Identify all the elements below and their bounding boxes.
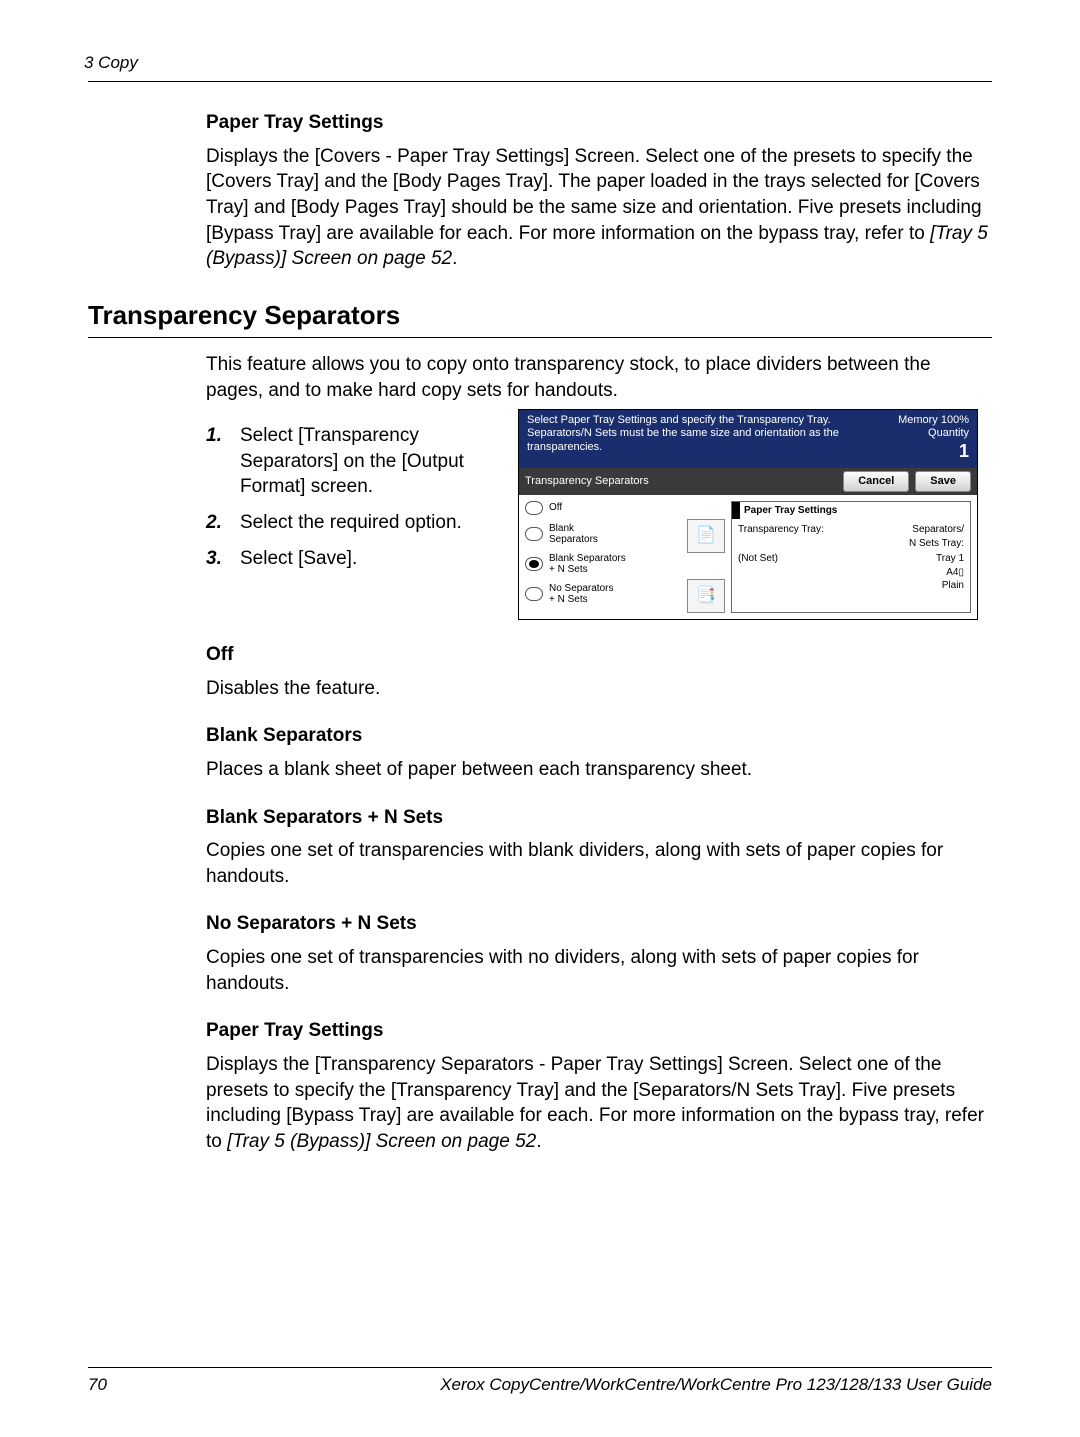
heading-off: Off [206,642,992,668]
quantity-label: Quantity [898,427,969,440]
step-2: 2.Select the required option. [206,510,508,536]
pts2-tail: . [536,1131,541,1152]
step-num: 3. [206,546,240,572]
pts-value: Separators/ N Sets Tray: [884,523,964,550]
step-text: Select the required option. [240,510,462,536]
page-header: 3 Copy [84,52,992,75]
options-column: Off Blank Separators 📄 Blank [525,501,725,613]
heading-blank-separators: Blank Separators [206,723,992,749]
section-title: Transparency Separators [88,298,992,333]
intro-para: This feature allows you to copy onto tra… [206,352,992,403]
memory-label: Memory 100% [898,414,969,427]
thumbnail-icon: 📑 [687,579,725,613]
pts-panel-header: Paper Tray Settings [732,502,970,520]
option-label: Blank Separators [549,523,598,545]
heading-blank-n-sets: Blank Separators + N Sets [206,805,992,831]
para-paper-tray-2: Displays the [Transparency Separators - … [206,1052,992,1155]
screenshot-header: Select Paper Tray Settings and specify t… [519,410,977,468]
para-paper-tray-1: Displays the [Covers - Paper Tray Settin… [206,144,992,272]
radio-icon [525,527,543,541]
radio-icon [525,557,543,571]
radio-icon [525,501,543,515]
radio-icon [525,587,543,601]
heading-paper-tray-1: Paper Tray Settings [206,110,992,136]
paper-tray-settings-panel[interactable]: Paper Tray Settings Transparency Tray: S… [731,501,971,613]
guide-title: Xerox CopyCentre/WorkCentre/WorkCentre P… [440,1374,992,1397]
step-1: 1.Select [Transparency Separators] on th… [206,423,508,500]
heading-paper-tray-2: Paper Tray Settings [206,1018,992,1044]
option-label: No Separators + N Sets [549,583,613,605]
steps-list: 1.Select [Transparency Separators] on th… [206,423,508,571]
page-footer: 70 Xerox CopyCentre/WorkCentre/WorkCentr… [88,1367,992,1397]
option-label: Blank Separators + N Sets [549,553,626,575]
pts-value: Tray 1 A4▯ Plain [884,552,964,593]
pts-key: (Not Set) [738,552,884,593]
pts-row: Transparency Tray: Separators/ N Sets Tr… [738,523,964,550]
para-off: Disables the feature. [206,676,992,702]
para-blank-separators: Places a blank sheet of paper between ea… [206,757,992,783]
thumbnail-icon: 📄 [687,519,725,553]
option-label: Off [549,502,562,513]
para-no-sep-n-sets: Copies one set of transparencies with no… [206,945,992,996]
save-button[interactable]: Save [915,471,971,492]
pts1-body: Displays the [Covers - Paper Tray Settin… [206,146,982,244]
option-blank-n-sets[interactable]: Blank Separators + N Sets [525,553,725,575]
screenshot-instruction: Select Paper Tray Settings and specify t… [527,414,847,462]
option-off[interactable]: Off [525,501,725,515]
screenshot-status: Memory 100% Quantity 1 [898,414,969,462]
step-num: 2. [206,510,240,536]
cancel-button[interactable]: Cancel [843,471,909,492]
step-text: Select [Save]. [240,546,357,572]
step-3: 3.Select [Save]. [206,546,508,572]
screenshot-body: Off Blank Separators 📄 Blank [519,495,977,619]
page-number: 70 [88,1374,107,1397]
header-rule [88,81,992,82]
option-no-separators-n-sets[interactable]: No Separators + N Sets [525,583,681,605]
pts-key: Transparency Tray: [738,523,884,550]
heading-no-sep-n-sets: No Separators + N Sets [206,911,992,937]
pts-row: (Not Set) Tray 1 A4▯ Plain [738,552,964,593]
screenshot-titlebar: Transparency Separators Cancel Save [519,468,977,495]
step-num: 1. [206,423,240,500]
pts2-ref: [Tray 5 (Bypass)] Screen on page 52 [227,1131,536,1152]
screenshot-dialog: Select Paper Tray Settings and specify t… [518,409,978,620]
pts1-tail: . [452,248,457,269]
section-rule [88,337,992,338]
step-text: Select [Transparency Separators] on the … [240,423,508,500]
dialog-title: Transparency Separators [525,474,837,489]
option-blank-separators[interactable]: Blank Separators [525,523,681,545]
quantity-value: 1 [898,441,969,463]
para-blank-n-sets: Copies one set of transparencies with bl… [206,838,992,889]
